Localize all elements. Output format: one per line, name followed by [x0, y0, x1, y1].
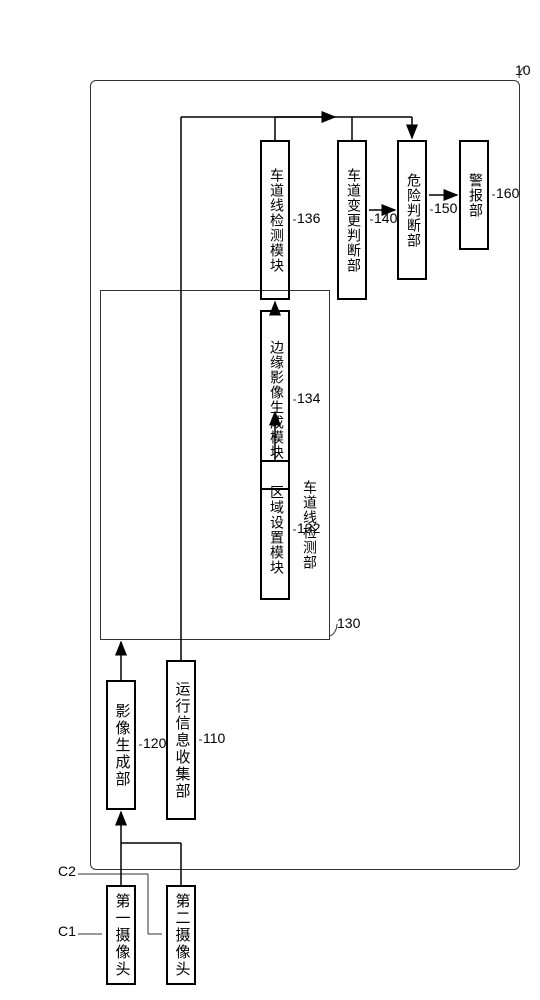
- runtime-collect-label: 运行信息收集部: [174, 681, 189, 800]
- lanedet-module-label: 车道线检测模块: [268, 168, 282, 273]
- lanedet-module-ref: 136: [297, 210, 320, 226]
- edge-module-block: 边缘影像生成模块: [260, 310, 290, 490]
- edge-module-label: 边缘影像生成模块: [268, 340, 282, 460]
- outer-ref-label: 10: [515, 62, 531, 78]
- diagram-canvas: 10 第一摄像头 C1 第二摄像头 C2 影像生成部 120 运行信息收集部 1…: [0, 0, 540, 1000]
- lanedet-module-block: 车道线检测模块: [260, 140, 290, 300]
- region-module-label: 区域设置模块: [268, 485, 282, 575]
- region-module-ref: 132: [297, 520, 320, 536]
- camera-2-block: 第二摄像头: [166, 885, 196, 985]
- alarm-label: 警报部: [467, 173, 481, 218]
- camera-1-block: 第一摄像头: [106, 885, 136, 985]
- danger-judge-block: 危险判断部: [397, 140, 427, 280]
- camera-1-ref: C1: [58, 923, 76, 939]
- lane-change-ref: 140: [374, 210, 397, 226]
- lane-change-label: 车道变更判断部: [345, 168, 359, 273]
- lane-detect-ref: 130: [337, 615, 360, 631]
- image-gen-label: 影像生成部: [114, 703, 129, 788]
- edge-module-ref: 134: [297, 390, 320, 406]
- alarm-ref: 160: [496, 185, 519, 201]
- runtime-collect-ref: 110: [203, 730, 225, 746]
- alarm-block: 警报部: [459, 140, 489, 250]
- camera-2-label: 第二摄像头: [174, 893, 189, 978]
- image-gen-block: 影像生成部: [106, 680, 136, 810]
- lane-detect-group: [100, 290, 330, 640]
- camera-1-label: 第一摄像头: [114, 893, 129, 978]
- lane-change-block: 车道变更判断部: [337, 140, 367, 300]
- image-gen-ref: 120: [143, 735, 166, 751]
- danger-judge-label: 危险判断部: [405, 173, 419, 248]
- runtime-collect-block: 运行信息收集部: [166, 660, 196, 820]
- danger-judge-ref: 150: [434, 200, 457, 216]
- camera-2-ref: C2: [58, 863, 76, 879]
